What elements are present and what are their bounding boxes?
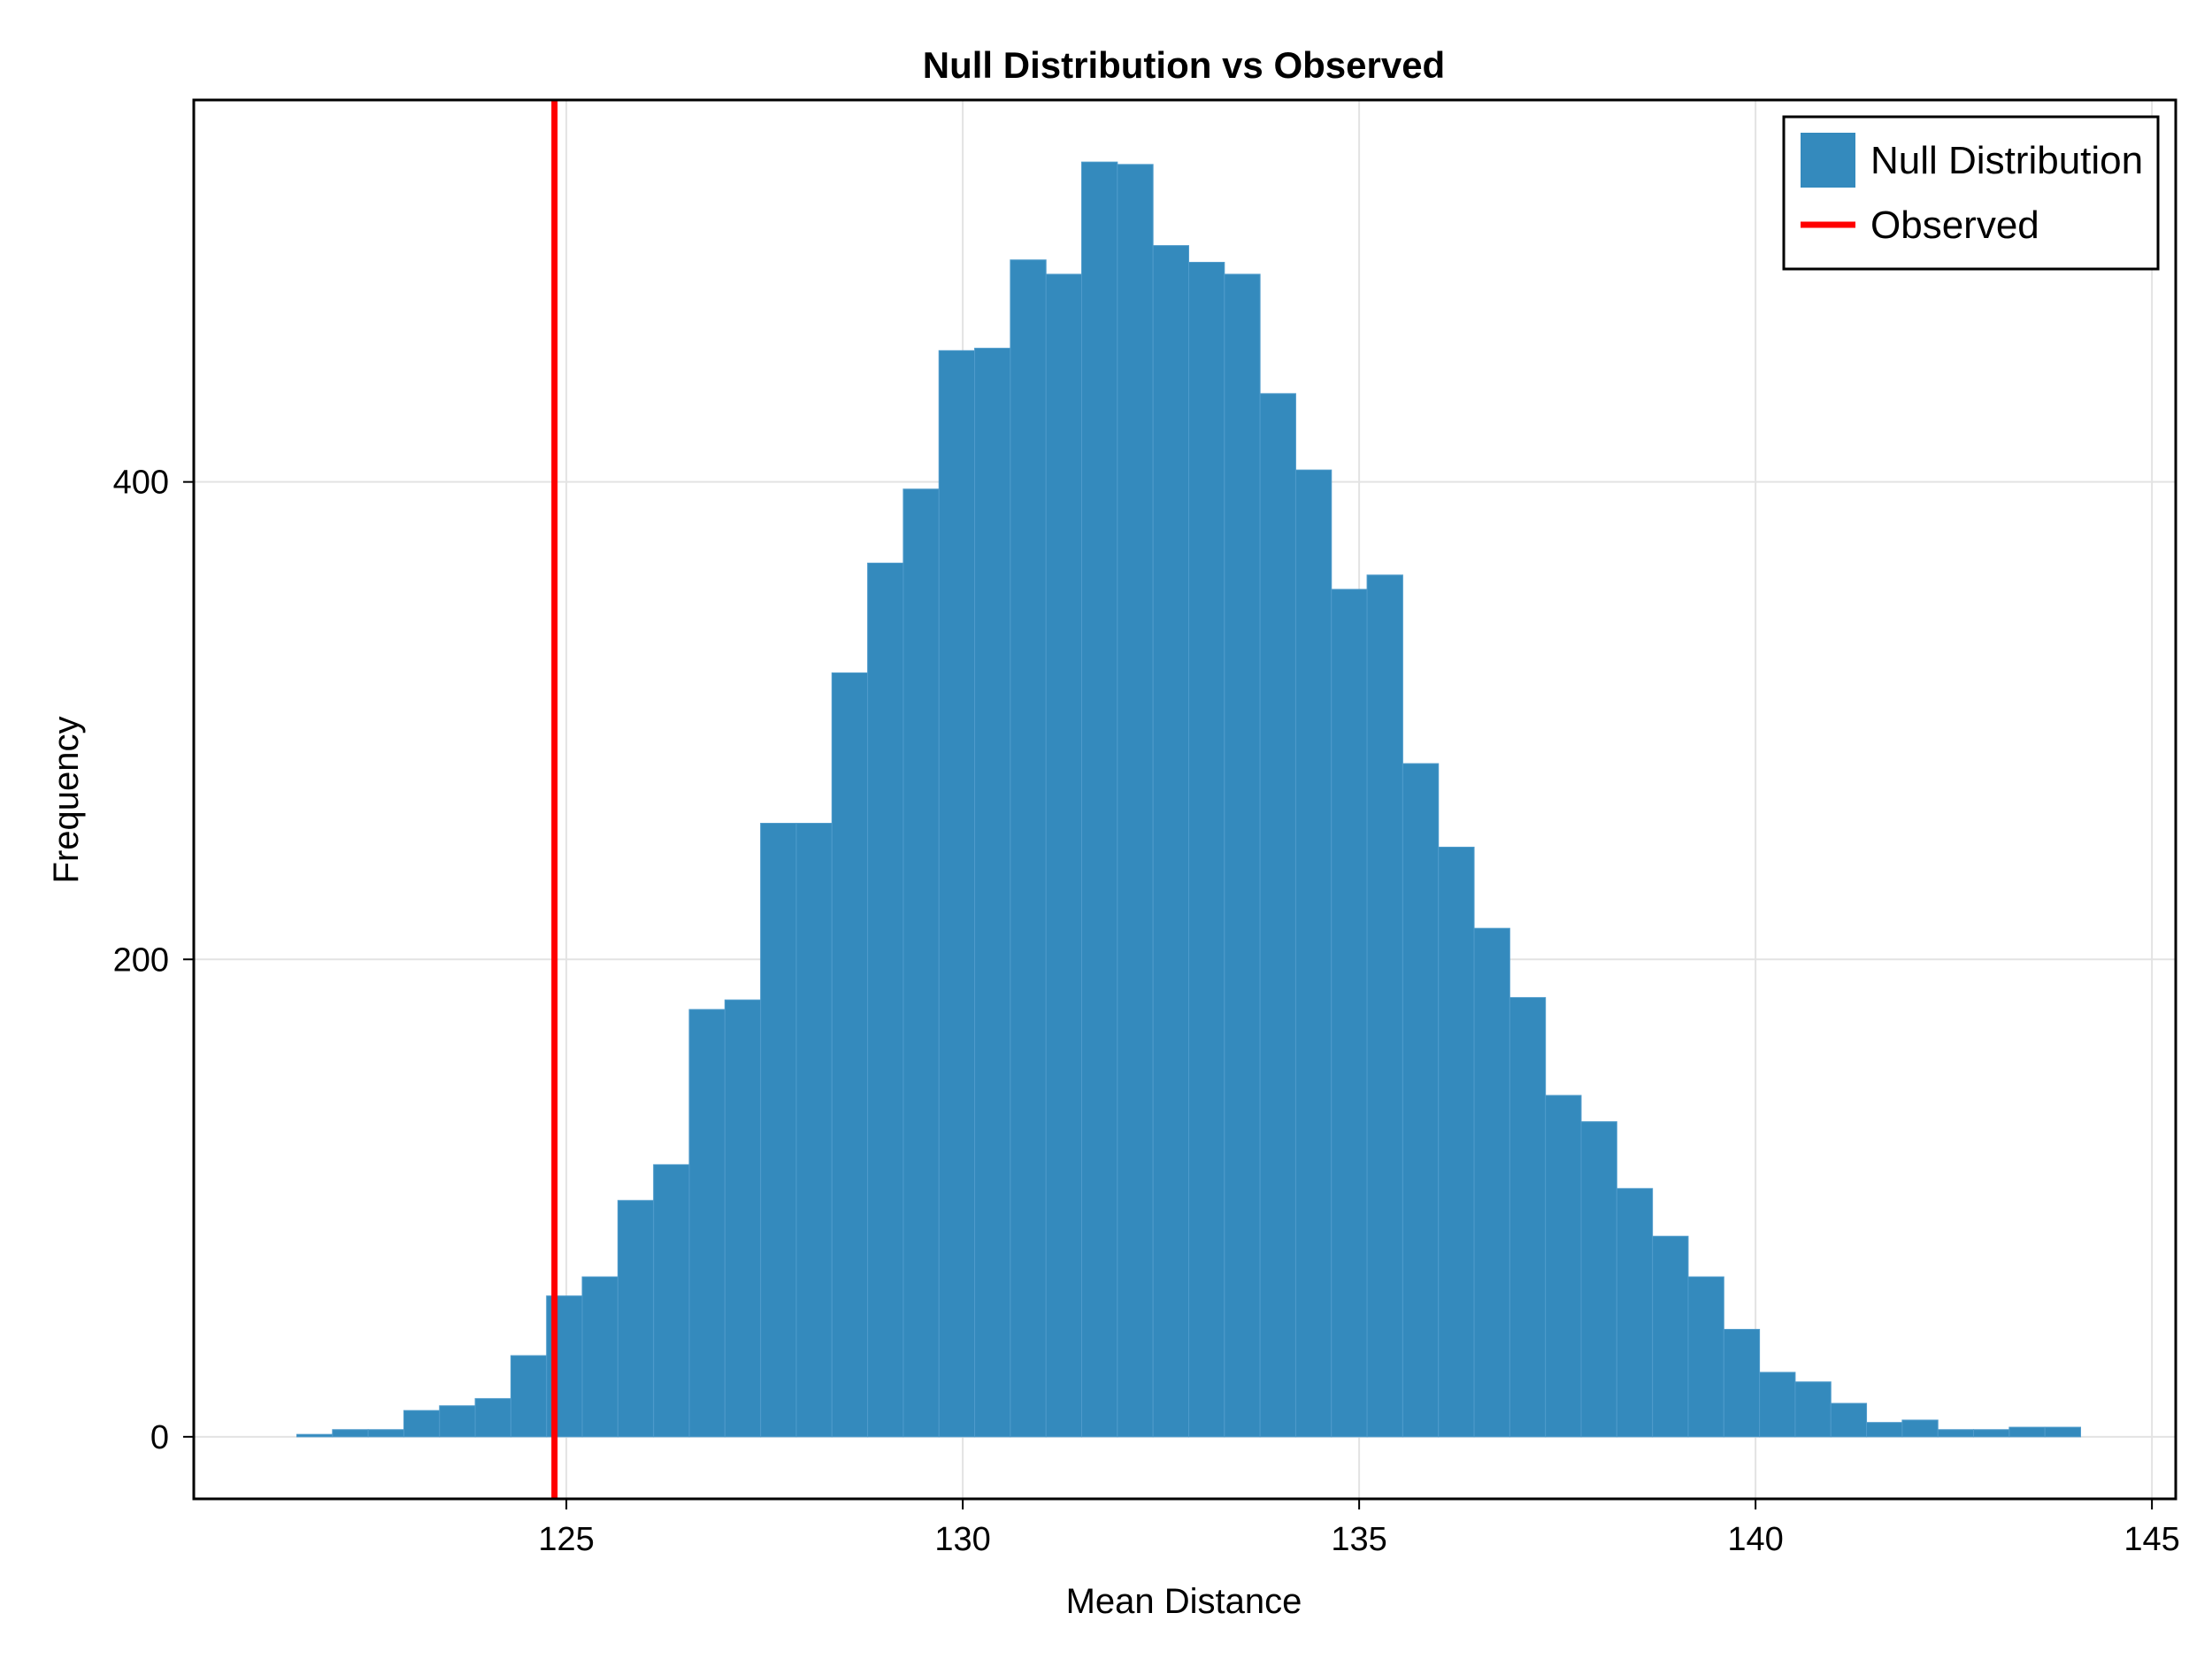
histogram-bar (795, 822, 833, 1438)
histogram-bar (1937, 1429, 1975, 1438)
histogram-bar (367, 1429, 404, 1438)
legend-label-observed: Observed (1870, 204, 2039, 247)
histogram-bar (1010, 259, 1047, 1438)
histogram-bar (653, 1164, 690, 1438)
legend: Null Distribution Observed (1782, 115, 2160, 271)
x-axis-ticks: 125 130 135 140 145 (538, 1499, 2180, 1558)
histogram-bar (1117, 164, 1154, 1438)
histogram-bar (1259, 393, 1296, 1438)
histogram-bar (510, 1355, 548, 1438)
histogram-bar (760, 822, 797, 1438)
histogram-bar (1866, 1422, 1903, 1438)
chart-title: Null Distribution vs Observed (923, 44, 1445, 86)
histogram-bar (1081, 161, 1118, 1438)
histogram-bar (1438, 846, 1475, 1438)
histogram-bar (938, 349, 976, 1438)
plot-frame (192, 98, 2177, 1501)
histogram-bar (2008, 1426, 2046, 1438)
histogram-bar (1402, 763, 1440, 1438)
histogram-bar (1509, 996, 1547, 1438)
histogram-bar (1687, 1276, 1724, 1438)
histogram-bar (1331, 588, 1368, 1438)
x-tick-label: 140 (1727, 1521, 1783, 1558)
histogram-bar (1366, 574, 1403, 1438)
histogram-bars (296, 161, 2081, 1438)
histogram-bar (581, 1276, 618, 1438)
histogram-bar (474, 1398, 511, 1438)
histogram-bar (403, 1409, 441, 1438)
histogram-bar (439, 1405, 476, 1438)
histogram-bar (1759, 1371, 1796, 1438)
histogram-bar (1187, 261, 1225, 1438)
x-axis-label: Mean Distance (1066, 1582, 1302, 1621)
histogram-bar (1901, 1419, 1939, 1438)
histogram-bar (617, 1200, 655, 1438)
y-axis-ticks: 0 200 400 (113, 465, 194, 1456)
histogram-bar (1473, 927, 1510, 1438)
histogram-bar (1152, 245, 1189, 1438)
legend-swatch-null-distribution (1801, 133, 1855, 188)
histogram-bar (867, 562, 904, 1438)
histogram-bar (688, 1009, 726, 1438)
x-tick-label: 145 (2124, 1521, 2179, 1558)
histogram-bar (1294, 469, 1333, 1438)
histogram-bar (296, 1433, 334, 1438)
y-tick-label: 0 (150, 1419, 169, 1456)
y-tick-label: 400 (113, 465, 169, 502)
x-tick-label: 135 (1331, 1521, 1386, 1558)
histogram-bar (1830, 1402, 1868, 1438)
histogram-bar (1580, 1121, 1617, 1438)
histogram-bar (1723, 1328, 1761, 1438)
x-tick-label: 130 (934, 1521, 990, 1558)
histogram-bar (1973, 1429, 2010, 1438)
y-axis-label: Frequency (47, 717, 86, 884)
histogram-bar (1794, 1381, 1832, 1438)
y-tick-label: 200 (113, 941, 169, 979)
histogram-bar (1652, 1235, 1689, 1438)
legend-label-null-distribution: Null Distribution (1870, 139, 2143, 182)
histogram-bar (1045, 273, 1083, 1438)
histogram-bar (831, 672, 869, 1438)
histogram-bar (1616, 1187, 1654, 1438)
histogram-bar (1224, 273, 1261, 1438)
x-tick-label: 125 (538, 1521, 594, 1558)
histogram-bar (902, 488, 940, 1438)
histogram-bar (724, 999, 762, 1438)
histogram-bar (2044, 1426, 2081, 1438)
histogram-bar (1545, 1094, 1582, 1438)
histogram-bar (974, 348, 1011, 1438)
histogram-bar (332, 1429, 369, 1438)
